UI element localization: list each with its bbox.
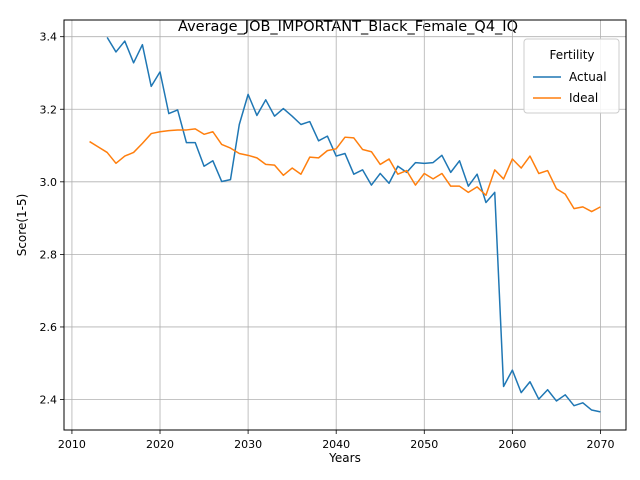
- y-tick-label: 3.4: [40, 31, 58, 44]
- y-tick-label: 3.2: [40, 103, 58, 116]
- gridlines: [64, 20, 626, 430]
- x-tick-label: 2030: [234, 438, 262, 451]
- x-tick-label: 2070: [586, 438, 614, 451]
- y-tick-label: 2.6: [40, 321, 58, 334]
- y-tick-label: 2.8: [40, 248, 58, 261]
- x-tick-label: 2060: [498, 438, 526, 451]
- chart-title: Average_JOB_IMPORTANT_Black_Female_Q4_IQ: [178, 19, 518, 35]
- x-tick-label: 2050: [410, 438, 438, 451]
- series-lines: [89, 37, 601, 413]
- y-tick-label: 3.0: [40, 176, 58, 189]
- x-axis-ticks: 2010 2020 2030 2040 2050 2060 2070: [58, 430, 614, 451]
- x-tick-label: 2020: [146, 438, 174, 451]
- x-tick-label: 2010: [58, 438, 86, 451]
- legend-label-ideal: Ideal: [569, 91, 598, 105]
- x-tick-label: 2040: [322, 438, 350, 451]
- y-axis-ticks: 2.4 2.6 2.8 3.0 3.2 3.4: [40, 31, 64, 407]
- series-line-actual: [106, 37, 601, 413]
- y-tick-label: 2.4: [40, 394, 58, 407]
- legend-title: Fertility: [549, 48, 594, 62]
- series-line-ideal: [89, 128, 601, 213]
- x-axis-label: Years: [328, 451, 361, 465]
- legend: Fertility Actual Ideal: [523, 38, 620, 114]
- y-axis-label: Score(1-5): [15, 194, 29, 257]
- legend-label-actual: Actual: [569, 70, 607, 84]
- legend-box: [523, 38, 620, 114]
- plot-frame: [63, 19, 627, 431]
